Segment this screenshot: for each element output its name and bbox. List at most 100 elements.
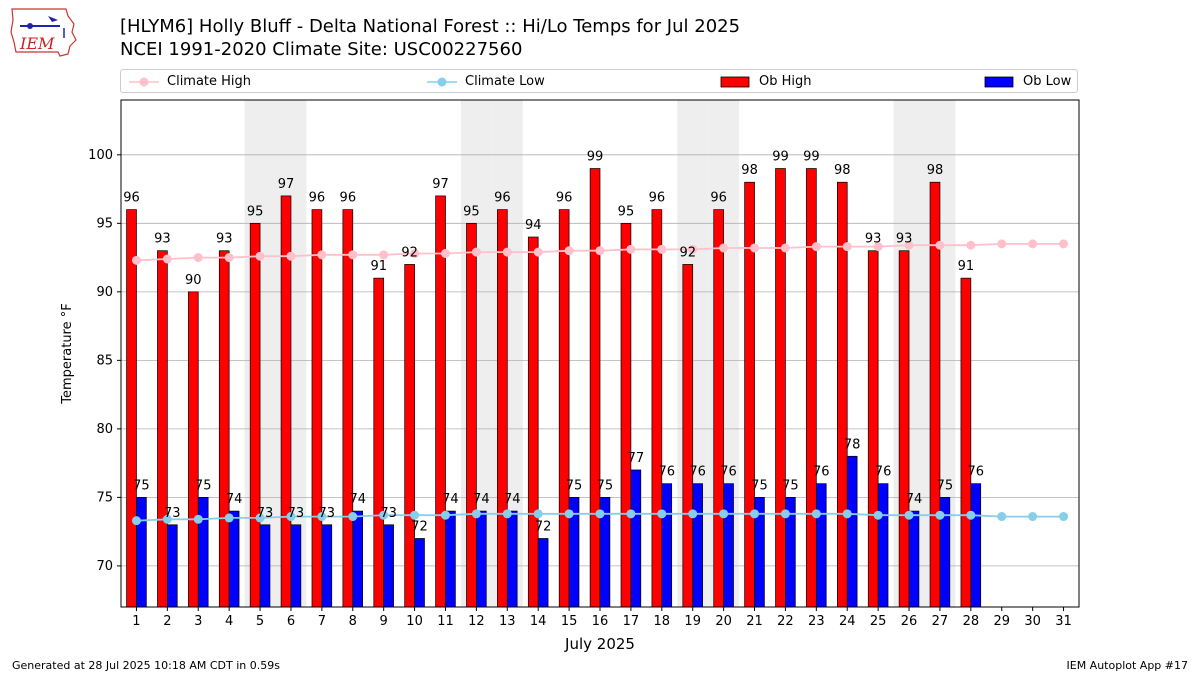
y-axis-label: Temperature °F — [60, 303, 75, 404]
x-tick-label: 6 — [287, 614, 295, 629]
ob-high-value-label: 95 — [247, 204, 264, 219]
ob-high-value-label: 96 — [556, 191, 573, 206]
ob-low-bar — [259, 524, 271, 608]
x-tick-label: 30 — [1024, 614, 1041, 629]
ob-low-value-label: 76 — [720, 465, 737, 480]
ob-high-bar — [867, 250, 879, 608]
ob-low-bar — [167, 524, 178, 608]
climate-high-point — [286, 251, 296, 261]
ob-low-bar — [197, 497, 209, 608]
climate-low-point — [719, 509, 729, 519]
x-tick-label: 2 — [163, 614, 171, 629]
ob-high-value-label: 94 — [525, 218, 542, 233]
climate-high-point — [873, 242, 883, 252]
y-tick-label: 100 — [88, 148, 113, 163]
bar-value-labels: 96 93 90 93 95 97 96 96 91 92 97 95 96 94 96 99 95 96 92 96… — [123, 150, 984, 535]
climate-low-point — [595, 509, 605, 519]
ob-high-value-label: 93 — [896, 232, 913, 247]
y-tick-label: 85 — [96, 353, 113, 368]
climate-low-point — [1059, 512, 1069, 522]
ob-low-value-label: 73 — [380, 506, 397, 521]
ob-high-value-label: 96 — [309, 191, 326, 206]
ob-low-bar — [661, 483, 673, 608]
x-tick-label: 29 — [993, 614, 1010, 629]
ob-high-bar — [157, 250, 168, 608]
x-tick-label: 20 — [715, 614, 732, 629]
x-tick-label: 12 — [468, 614, 485, 629]
ob-low-value-label: 75 — [751, 478, 768, 493]
ob-high-value-label: 96 — [123, 191, 140, 206]
x-tick-label: 25 — [870, 614, 887, 629]
climate-high-point — [410, 248, 420, 258]
ob-low-bar — [723, 483, 734, 608]
ob-low-bar — [506, 510, 518, 608]
climate-high-point — [842, 242, 852, 252]
climate-low-point — [842, 509, 852, 519]
ob-high-value-label: 98 — [834, 163, 851, 178]
ob-high-value-label: 95 — [618, 204, 635, 219]
logo-text: IEM — [19, 34, 55, 53]
climate-high-point — [224, 253, 234, 263]
climate-high-point — [904, 240, 914, 250]
ob-high-bar — [218, 250, 230, 608]
climate-low-point — [317, 512, 327, 522]
ob-high-bar — [527, 236, 539, 608]
ob-high-value-label: 98 — [927, 163, 944, 178]
ob-low-bar — [476, 510, 487, 608]
ob-low-value-label: 72 — [411, 519, 428, 534]
ob-low-bar — [908, 510, 920, 608]
ob-low-bar — [970, 483, 982, 608]
ob-low-value-label: 75 — [195, 478, 212, 493]
ob-high-bar — [188, 291, 199, 608]
ob-low-value-label: 77 — [628, 451, 645, 466]
x-tick-label: 9 — [380, 614, 388, 629]
ob-high-bar — [126, 209, 137, 608]
x-tick-label: 14 — [530, 614, 547, 629]
climate-high-point — [750, 243, 760, 253]
x-tick-label: 26 — [901, 614, 918, 629]
ob-high-bar — [898, 250, 910, 608]
x-tick-label: 31 — [1055, 614, 1072, 629]
x-tick-label: 11 — [437, 614, 454, 629]
ob-high-bar — [775, 168, 786, 608]
climate-low-point — [657, 509, 667, 519]
ob-low-value-label: 75 — [133, 478, 150, 493]
ob-high-bar — [620, 222, 632, 608]
climate-low-point — [286, 512, 296, 522]
climate-high-point — [657, 244, 667, 254]
chart-title: [HLYM6] Holly Bluff - Delta National For… — [120, 16, 741, 37]
ob-high-bar — [713, 209, 724, 608]
y-tick-label: 75 — [96, 490, 113, 505]
ob-low-bar — [290, 524, 302, 608]
climate-high-point — [564, 246, 574, 256]
x-tick-label: 22 — [777, 614, 794, 629]
ob-low-value-label: 76 — [968, 465, 985, 480]
ob-low-value-label: 74 — [442, 492, 459, 507]
y-tick-label: 70 — [96, 559, 113, 574]
ob-high-value-label: 91 — [370, 259, 387, 274]
x-tick-label: 27 — [932, 614, 949, 629]
climate-high-point — [131, 255, 141, 265]
legend-label-climate-high: Climate High — [167, 74, 252, 89]
ob-high-value-label: 96 — [710, 191, 727, 206]
climate-low-point — [471, 509, 481, 519]
climate-high-point — [317, 250, 327, 260]
climate-low-point — [811, 509, 821, 519]
ob-high-bar — [497, 209, 508, 608]
x-tick-label: 8 — [349, 614, 357, 629]
climate-high-point — [780, 243, 790, 253]
ob-high-bar — [960, 277, 972, 608]
ob-low-bar — [630, 469, 642, 608]
iem-logo: IEM — [10, 8, 77, 57]
climate-low-point — [224, 513, 234, 523]
ob-low-value-label: 75 — [937, 478, 954, 493]
ob-high-value-label: 98 — [741, 163, 758, 178]
climate-high-point — [626, 244, 636, 254]
ob-low-value-label: 72 — [535, 519, 552, 534]
ob-low-bar — [352, 510, 364, 608]
legend: Climate High Climate Low Ob High Ob Low — [120, 69, 1078, 93]
x-tick-label: 21 — [746, 614, 763, 629]
legend-label-ob-high: Ob High — [759, 74, 812, 89]
ob-low-value-label: 73 — [288, 506, 305, 521]
